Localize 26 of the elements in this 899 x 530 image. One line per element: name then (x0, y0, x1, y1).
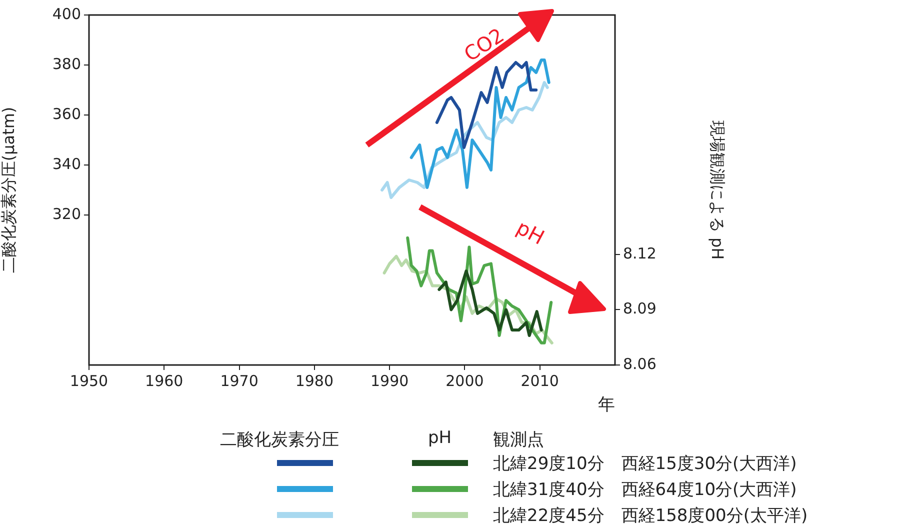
y-tick-label: 400 (52, 4, 81, 23)
y2-tick-label: 8.12 (623, 244, 656, 262)
x-tick-label: 1950 (70, 372, 108, 390)
y2-tick-label: 8.06 (623, 354, 656, 373)
y-tick-label: 360 (52, 104, 81, 123)
legend-label: 北緯29度10分 西経15度30分(大西洋) (493, 453, 797, 475)
y-tick-label: 340 (52, 154, 81, 173)
y2-axis-title: 現場観測による pH (708, 120, 728, 260)
legend-label: 北緯22度45分 西経158度00分(太平洋) (493, 505, 808, 527)
x-tick-label: 1960 (145, 372, 184, 390)
x-tick-label: 2000 (446, 372, 484, 390)
legend-label: 北緯31度40分 西経64度10分(大西洋) (493, 479, 797, 501)
y-tick-label: 320 (52, 204, 81, 223)
annotation: pH (512, 215, 548, 250)
y-tick-label: 380 (52, 54, 81, 73)
x-tick-label: 1990 (370, 372, 409, 390)
text: 二酸化炭素分圧 (220, 429, 339, 451)
x-axis-title: 年 (598, 395, 615, 416)
y2-tick-label: 8.09 (623, 300, 656, 318)
annotation: CO2 (460, 22, 508, 66)
x-tick-label: 2010 (520, 372, 559, 390)
x-tick-label: 1980 (295, 372, 334, 390)
text: pH (428, 428, 452, 448)
y-axis-title: 二酸化炭素分圧(μatm) (0, 106, 18, 274)
x-tick-label: 1970 (220, 372, 258, 390)
legend-title: 観測点 (493, 429, 544, 451)
